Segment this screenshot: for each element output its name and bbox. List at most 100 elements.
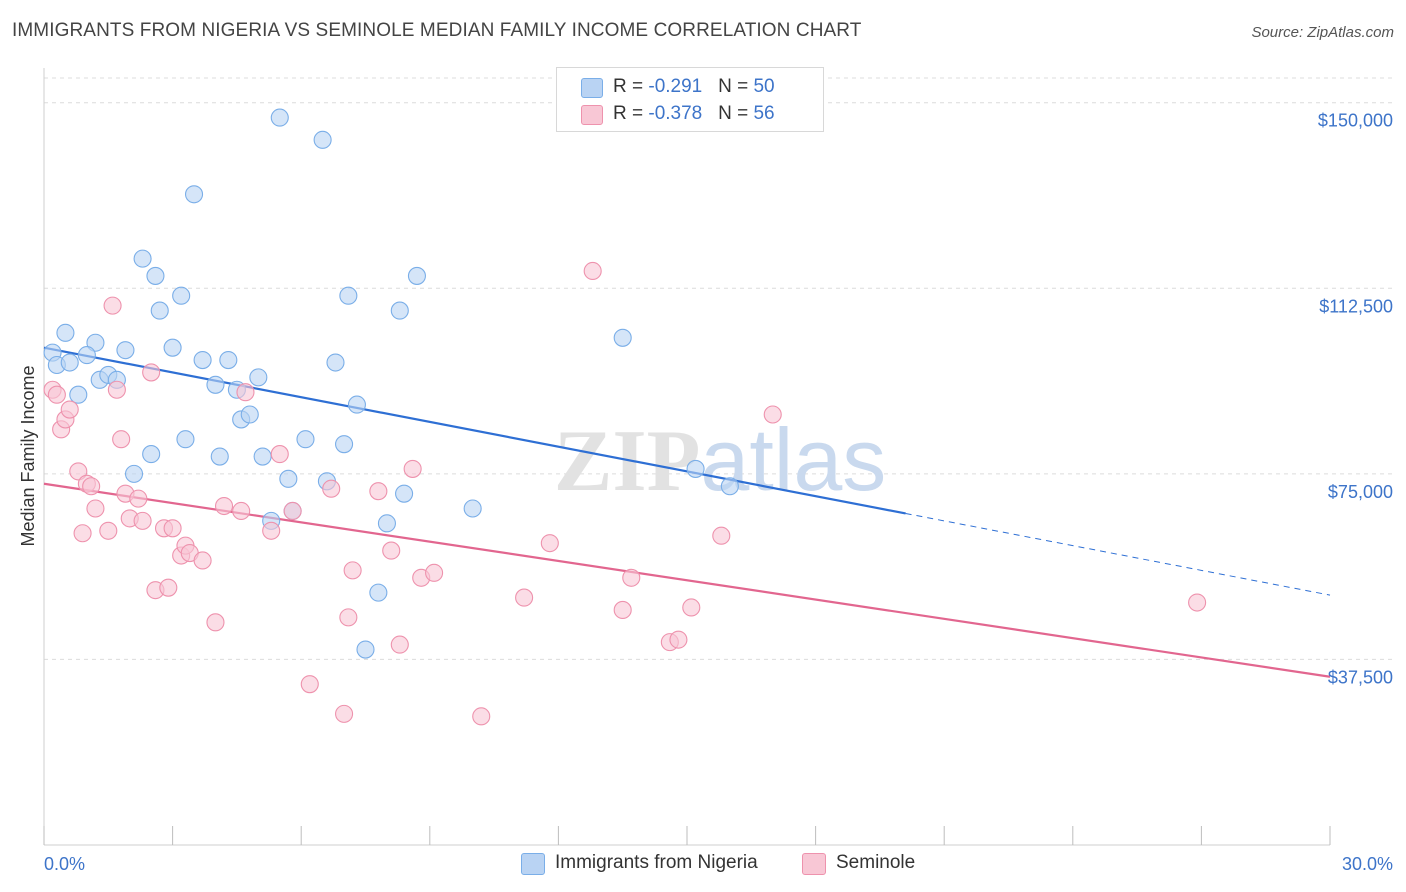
tick-labels: $37,500 $75,000 $112,500 $150,000 0.0% 30.0% — [44, 111, 1393, 874]
legend-r-value-nigeria: -0.291 — [648, 76, 703, 97]
point-seminole — [107, 380, 126, 399]
correlation-legend: R = -0.291 N = 50 R = -0.378 N = 56 — [556, 67, 824, 132]
point-nigeria — [163, 338, 182, 357]
legend-n-label: N = — [718, 103, 754, 124]
point-seminole — [112, 430, 131, 449]
y-tick-label: $150,000 — [1318, 111, 1393, 131]
legend-label-nigeria: Immigrants from Nigeria — [555, 852, 758, 873]
point-seminole — [712, 526, 731, 545]
legend-swatch-seminole — [581, 105, 603, 125]
point-seminole — [339, 608, 358, 627]
point-nigeria — [356, 640, 375, 659]
point-seminole — [159, 578, 178, 597]
point-nigeria — [142, 445, 161, 464]
point-seminole — [270, 445, 289, 464]
point-nigeria — [326, 353, 345, 372]
point-seminole — [669, 630, 688, 649]
point-seminole — [86, 499, 105, 518]
point-nigeria — [240, 405, 259, 424]
point-seminole — [60, 400, 79, 419]
point-seminole — [69, 462, 88, 481]
point-nigeria — [150, 301, 169, 320]
x-tick-label: 30.0% — [1342, 854, 1393, 874]
legend-swatch-nigeria — [581, 78, 603, 98]
point-seminole — [206, 613, 225, 632]
point-nigeria — [335, 435, 354, 454]
point-seminole — [335, 704, 354, 723]
point-nigeria — [347, 395, 366, 414]
point-seminole — [425, 563, 444, 582]
point-nigeria — [253, 447, 272, 466]
point-nigeria — [720, 477, 739, 496]
point-nigeria — [395, 484, 414, 503]
point-seminole — [515, 588, 534, 607]
point-seminole — [322, 479, 341, 498]
point-nigeria — [133, 249, 152, 268]
y-tick-label: $75,000 — [1328, 482, 1393, 502]
point-seminole — [540, 534, 559, 553]
point-seminole — [682, 598, 701, 617]
legend-n-label: N = — [718, 76, 754, 97]
point-seminole — [163, 519, 182, 538]
point-nigeria — [176, 430, 195, 449]
legend-swatch-seminole — [802, 853, 826, 875]
point-nigeria — [686, 459, 705, 478]
point-seminole — [236, 383, 255, 402]
point-seminole — [622, 568, 641, 587]
legend-r-label: R = — [613, 76, 649, 97]
point-nigeria — [377, 514, 396, 533]
point-seminole — [369, 482, 388, 501]
point-nigeria — [219, 351, 238, 370]
point-nigeria — [339, 286, 358, 305]
trend-line-extension — [905, 512, 1331, 596]
point-seminole — [142, 363, 161, 382]
point-seminole — [382, 541, 401, 560]
point-seminole — [472, 707, 491, 726]
legend-swatch-nigeria — [521, 853, 545, 875]
point-seminole — [763, 405, 782, 424]
trend-lines — [43, 346, 1331, 678]
point-nigeria — [249, 368, 268, 387]
legend-n-value-seminole: 56 — [753, 103, 775, 124]
point-seminole — [583, 261, 602, 281]
legend-label-seminole: Seminole — [836, 852, 916, 873]
point-nigeria — [124, 464, 144, 483]
point-nigeria — [296, 430, 315, 449]
point-seminole — [133, 511, 152, 530]
legend-n-value-nigeria: 50 — [753, 76, 775, 97]
point-nigeria — [279, 469, 298, 488]
trend-line-seminole — [43, 482, 1331, 678]
point-seminole — [214, 496, 234, 516]
point-seminole — [99, 521, 118, 540]
point-seminole — [82, 477, 101, 496]
legend-r-label: R = — [613, 103, 649, 124]
point-seminole — [300, 675, 319, 694]
point-nigeria — [193, 351, 212, 370]
point-nigeria — [463, 499, 482, 518]
watermark: ZIPatlas — [554, 410, 887, 510]
point-seminole — [103, 296, 122, 315]
point-nigeria — [369, 583, 388, 602]
grid-lines — [44, 77, 1392, 660]
point-seminole — [283, 501, 302, 521]
point-nigeria — [69, 385, 88, 404]
point-nigeria — [210, 447, 229, 466]
x-tick-label: 0.0% — [44, 854, 85, 874]
point-nigeria — [86, 333, 105, 352]
y-tick-label: $37,500 — [1328, 667, 1393, 687]
y-tick-label: $112,500 — [1319, 296, 1393, 316]
point-nigeria — [172, 286, 191, 305]
point-seminole — [403, 459, 422, 478]
axes — [43, 68, 1331, 846]
point-nigeria — [390, 301, 409, 320]
source-label: Source: ZipAtlas.com — [1251, 24, 1394, 41]
point-seminole — [613, 600, 632, 620]
point-nigeria — [116, 341, 135, 360]
point-nigeria — [56, 323, 75, 342]
point-seminole — [47, 385, 66, 404]
point-nigeria — [184, 185, 204, 204]
point-nigeria — [146, 266, 165, 285]
point-nigeria — [206, 375, 225, 394]
point-seminole — [129, 489, 148, 508]
